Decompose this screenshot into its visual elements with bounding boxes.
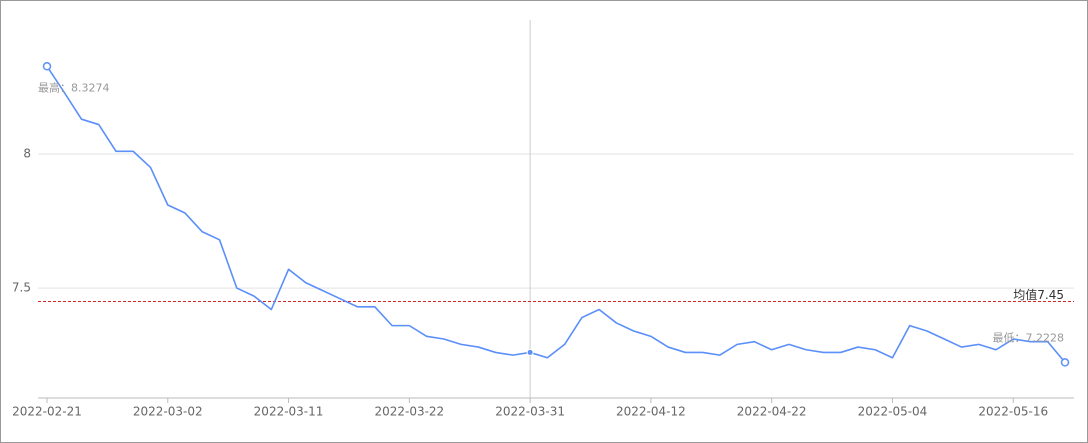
x-tick-label: 2022-03-11 xyxy=(254,405,324,419)
x-tick-label: 2022-05-16 xyxy=(978,405,1048,419)
max-label: 最高：8.3274 xyxy=(38,80,110,94)
x-tick-label: 2022-02-21 xyxy=(12,405,82,419)
min-label: 最低：7.2228 xyxy=(993,331,1065,344)
x-tick-label: 2022-03-31 xyxy=(495,405,565,419)
max-point xyxy=(42,62,52,71)
min-point xyxy=(1060,358,1070,367)
hover-point xyxy=(526,348,534,356)
mean-label: 均值7.45 xyxy=(1013,287,1064,302)
x-tick-label: 2022-04-22 xyxy=(737,405,807,419)
x-tick-label: 2022-03-02 xyxy=(133,405,203,419)
x-tick-label: 2022-03-22 xyxy=(374,405,444,419)
y-tick-label: 7.5 xyxy=(12,281,31,295)
series-line xyxy=(46,65,1066,363)
x-tick-label: 2022-04-12 xyxy=(616,405,686,419)
y-tick-label: 8 xyxy=(23,147,31,161)
x-tick-label: 2022-05-04 xyxy=(858,405,928,419)
